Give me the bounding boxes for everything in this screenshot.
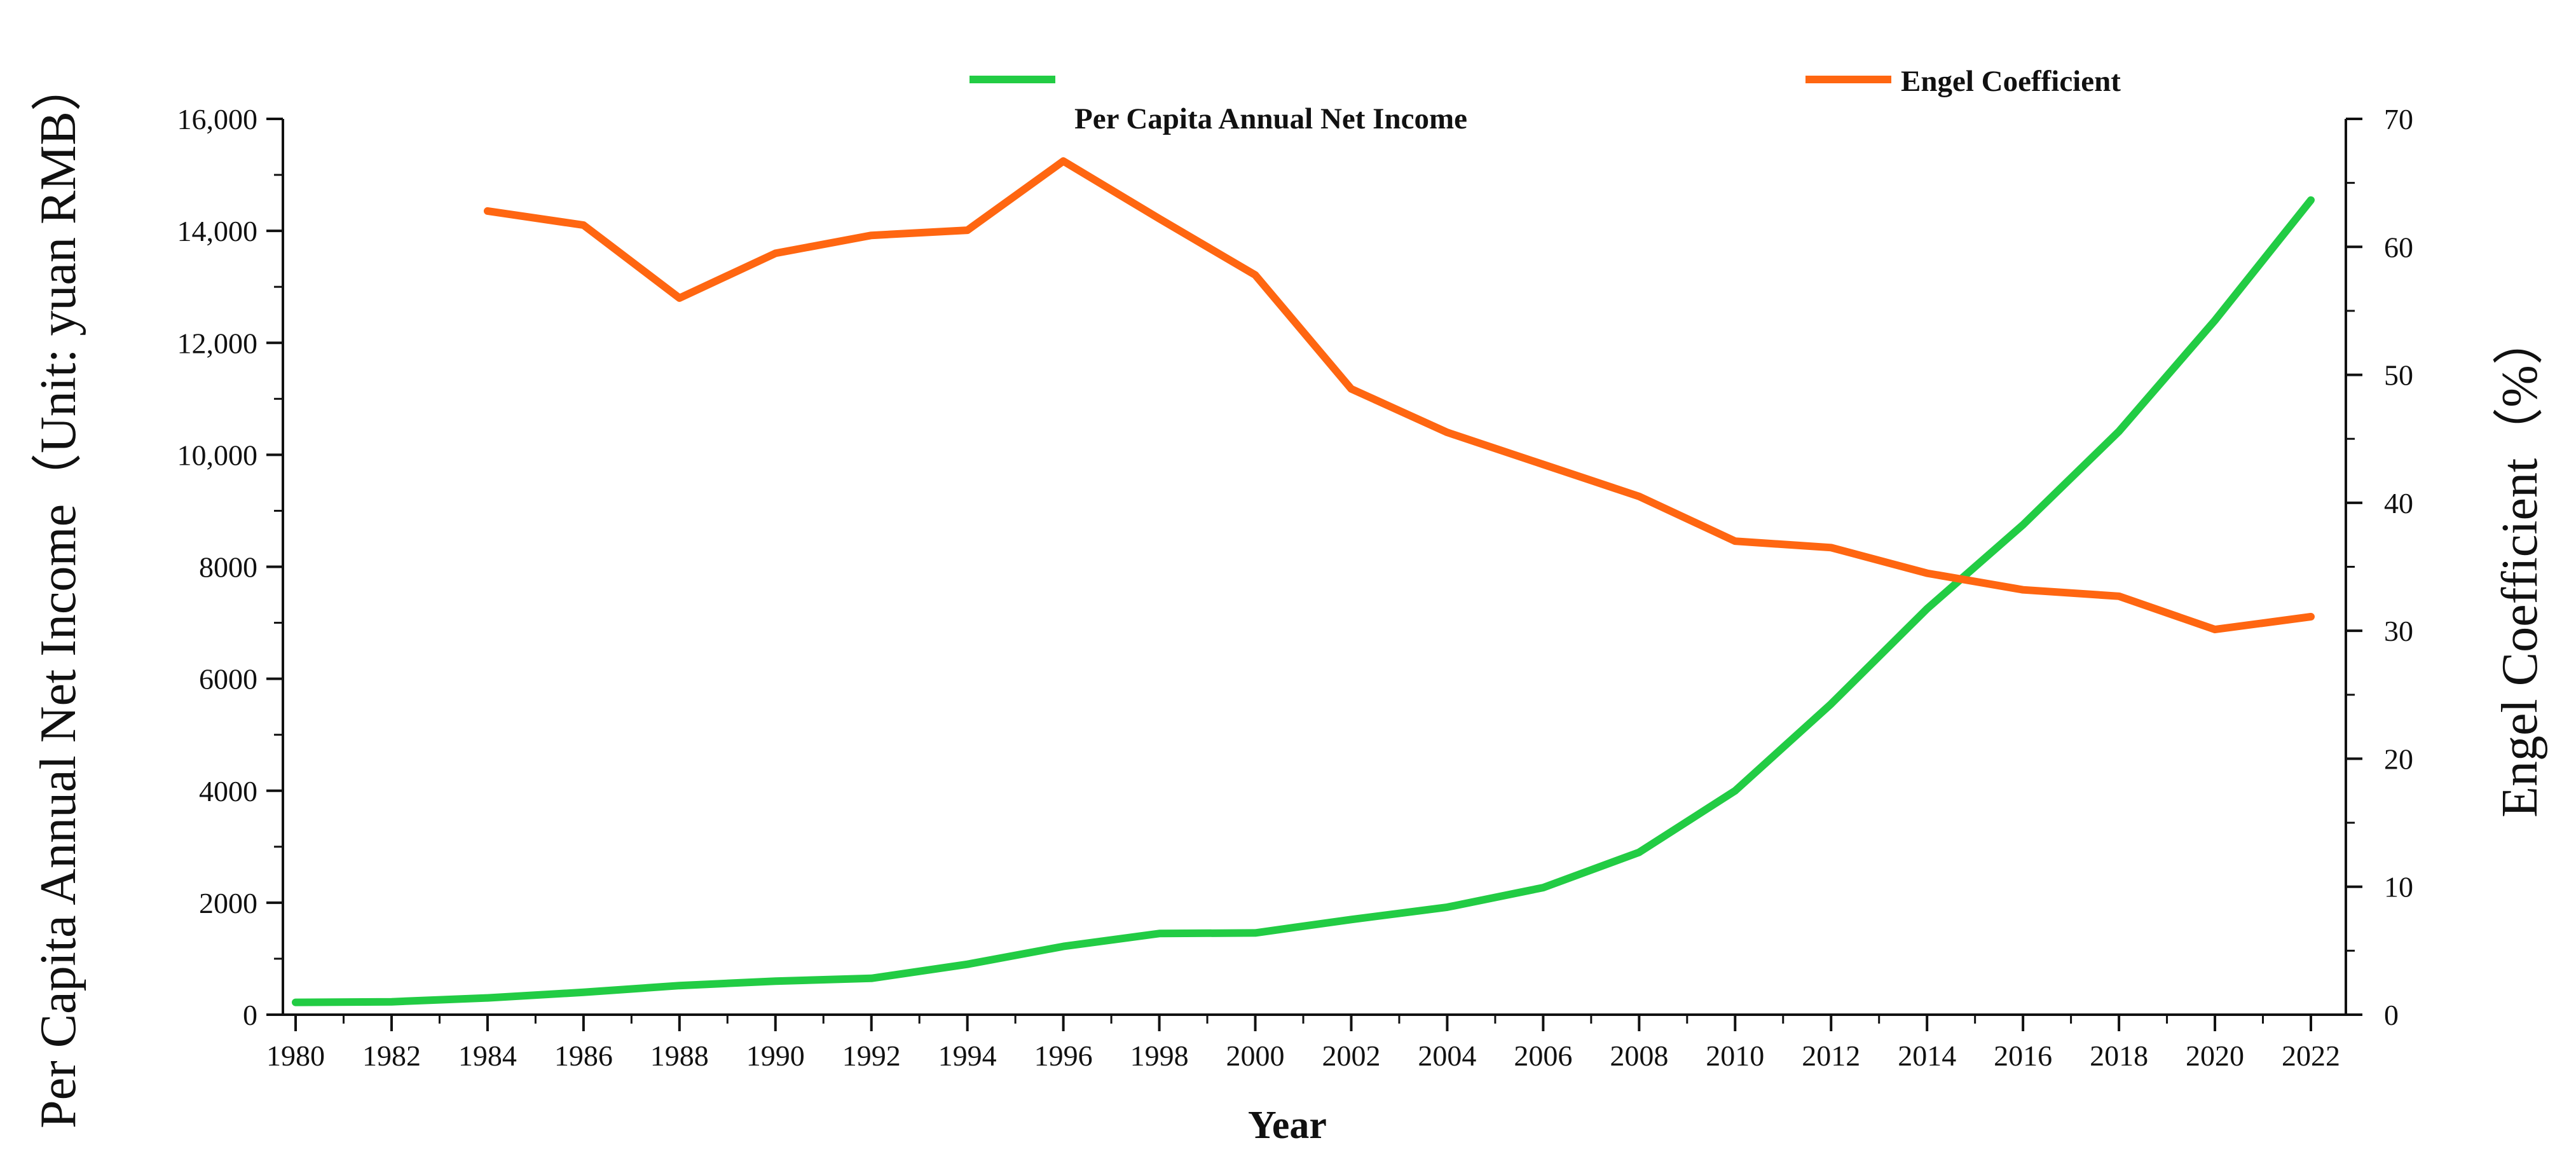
y-left-tick-label: 4000: [199, 775, 257, 807]
legend-label-income: Per Capita Annual Net Income: [1074, 102, 1467, 135]
y-left-tick-label: 2000: [199, 887, 257, 919]
x-tick-label: 1988: [650, 1039, 709, 1072]
x-tick-label: 1980: [266, 1039, 325, 1072]
x-tick-label: 2000: [1226, 1039, 1285, 1072]
x-tick-label: 2012: [1802, 1039, 1860, 1072]
x-tick-label: 2002: [1322, 1039, 1380, 1072]
legend-label-engel: Engel Coefficient: [1901, 65, 2121, 98]
x-tick-label: 2016: [1994, 1039, 2052, 1072]
x-tick-label: 2008: [1610, 1039, 1668, 1072]
x-tick-label: 1982: [362, 1039, 421, 1072]
x-tick-label: 2018: [2090, 1039, 2148, 1072]
x-tick-label: 2010: [1706, 1039, 1764, 1072]
x-tick-label: 1992: [842, 1039, 901, 1072]
y-left-tick-label: 12,000: [177, 327, 258, 359]
axes-layer: 0 2000 4000 6000 8000 10,000 12,000 14,000 16,00…: [177, 103, 2414, 1072]
legend: Per Capita Annual Net Income Engel Coeff…: [969, 65, 2121, 135]
y-left-tick-label: 0: [243, 999, 257, 1031]
y-right-tick-label: 30: [2384, 615, 2413, 647]
y-right-tick-label: 40: [2384, 487, 2413, 519]
y-left-tick-label: 16,000: [177, 103, 258, 135]
x-tick-label: 2014: [1898, 1039, 1956, 1072]
y-right-tick-label: 50: [2384, 359, 2413, 392]
x-tick-label: 2020: [2186, 1039, 2244, 1072]
x-tick-label: 1994: [938, 1039, 997, 1072]
x-tick-label: 1996: [1034, 1039, 1093, 1072]
series-layer: [292, 157, 2315, 1006]
y-left-tick-label: 8000: [199, 551, 257, 584]
x-axis-title: Year: [1248, 1104, 1327, 1147]
income-series-line: [292, 196, 2315, 1006]
y-right-tick-label: 70: [2384, 103, 2413, 135]
x-tick-label: 1986: [554, 1039, 613, 1072]
x-tick-label: 1984: [458, 1039, 517, 1072]
y-axis-left-title: Per Capita Annual Net Income（Unit: yuan …: [31, 60, 86, 1128]
x-tick-label: 1990: [746, 1039, 805, 1072]
y-left-tick-label: 10,000: [177, 439, 258, 471]
engel-series-line: [483, 157, 2315, 634]
y-left-tick-label: 6000: [199, 663, 257, 696]
y-right-tick-label: 20: [2384, 743, 2413, 775]
y-right-tick-label: 0: [2384, 999, 2399, 1031]
x-tick-label: 2022: [2282, 1039, 2340, 1072]
y-left-tick-label: 14,000: [177, 215, 258, 247]
x-tick-label: 2004: [1418, 1039, 1476, 1072]
y-right-tick-label: 60: [2384, 231, 2413, 263]
y-right-tick-label: 10: [2384, 871, 2413, 903]
x-tick-label: 2006: [1514, 1039, 1572, 1072]
y-axis-right-title: Engel Coefficient（%）: [2492, 314, 2548, 818]
x-tick-label: 1998: [1130, 1039, 1189, 1072]
